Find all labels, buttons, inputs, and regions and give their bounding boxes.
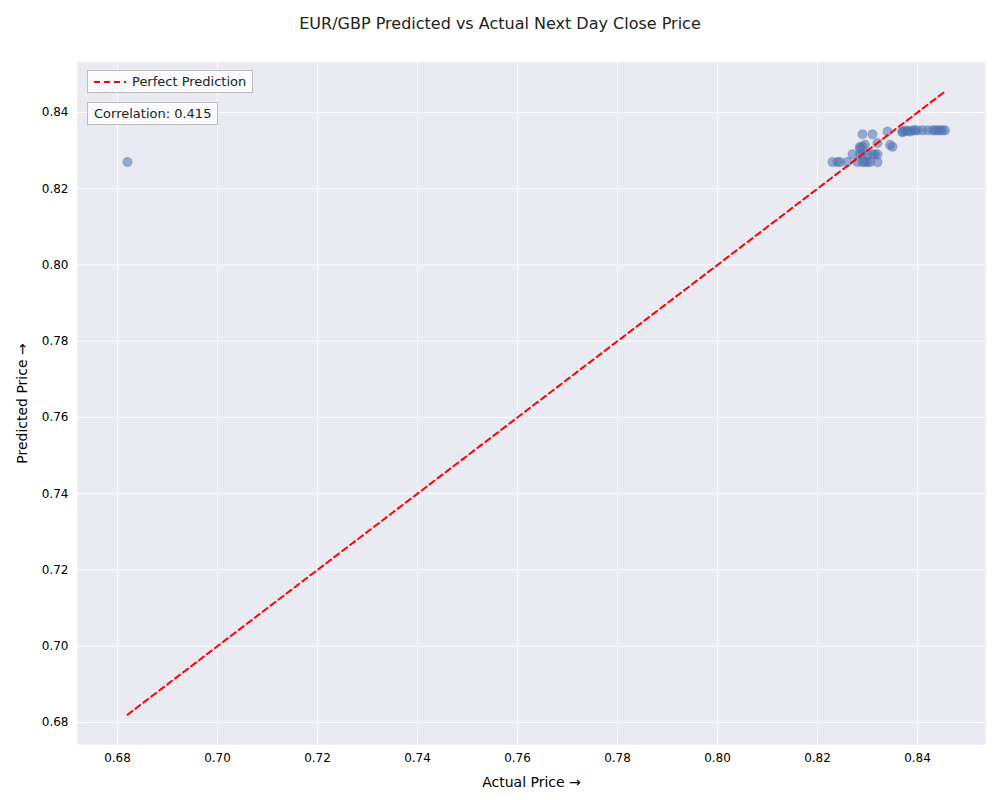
svg-text:0.80: 0.80 (704, 751, 731, 765)
svg-text:0.84: 0.84 (904, 751, 931, 765)
svg-text:0.76: 0.76 (42, 410, 69, 424)
svg-text:Predicted Price →: Predicted Price → (14, 343, 30, 464)
svg-text:0.82: 0.82 (804, 751, 831, 765)
svg-text:0.80: 0.80 (42, 258, 69, 272)
svg-text:0.76: 0.76 (504, 751, 531, 765)
html-text:Perfect Prediction: Perfect Prediction (132, 74, 247, 89)
svg-text:0.78: 0.78 (604, 751, 631, 765)
svg-text:0.70: 0.70 (42, 639, 69, 653)
svg-text:0.72: 0.72 (304, 751, 331, 765)
svg-text:Actual Price →: Actual Price → (482, 774, 581, 790)
html-text:EUR/GBP Predicted vs Actual Ne: EUR/GBP Predicted vs Actual Next Day Clo… (299, 14, 701, 33)
svg-text:0.78: 0.78 (42, 334, 69, 348)
svg-text:0.82: 0.82 (42, 182, 69, 196)
svg-text:0.72: 0.72 (42, 563, 69, 577)
svg-text:0.70: 0.70 (204, 751, 231, 765)
svg-text:0.84: 0.84 (42, 105, 69, 119)
html-text:Correlation: 0.415: Correlation: 0.415 (94, 106, 212, 121)
svg-text:0.74: 0.74 (404, 751, 431, 765)
svg-text:0.68: 0.68 (104, 751, 131, 765)
svg-text:0.74: 0.74 (42, 486, 69, 500)
svg-text:0.68: 0.68 (42, 715, 69, 729)
